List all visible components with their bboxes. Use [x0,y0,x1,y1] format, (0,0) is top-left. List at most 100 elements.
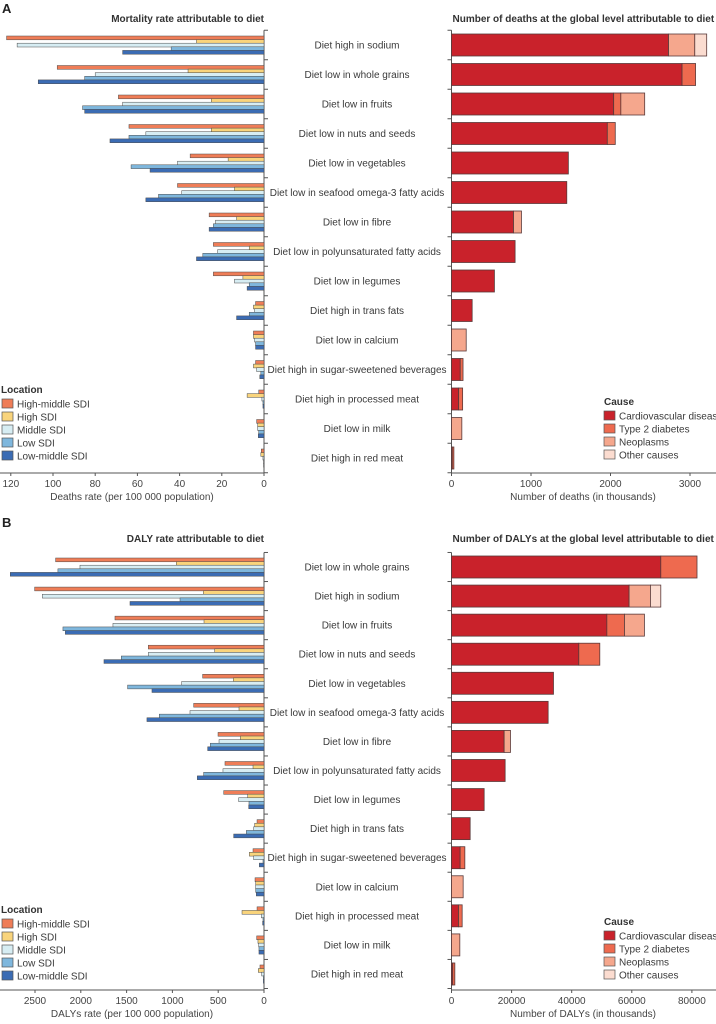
legend-label: Other causes [619,971,678,982]
bar-middle-sdi [253,855,265,860]
bar-high-sdi [240,735,265,741]
category-label: Diet high in sodium [314,592,399,603]
bar-neoplasms [620,92,646,116]
bar-high-sdi [211,127,265,133]
left-x-tick-label: 0 [261,996,267,1007]
bar-cardiovascular-diseases [451,788,485,811]
category-label: Diet high in trans fats [310,824,404,835]
bar-low-sdi [159,713,265,719]
legend-swatch [1,957,14,968]
bar-type-2-diabetes [681,63,696,86]
bar-low-sdi [170,46,265,51]
bar-neoplasms [624,613,645,637]
bar-middle-sdi [254,337,265,343]
bar-low-sdi [179,597,265,602]
bar-high-sdi [196,39,265,44]
bar-low-sdi [260,371,265,376]
bar-type-2-diabetes [459,846,466,870]
bar-low-sdi [248,282,265,287]
bar-high-sdi [238,706,265,712]
bar-high-sdi [254,822,265,828]
bar-low-middle-sdi [37,79,265,84]
bar-low-sdi [121,655,265,661]
bar-middle-sdi [148,652,265,657]
bar-cardiovascular-diseases [451,700,549,724]
legend-swatch [1,931,14,942]
left-x-tick-label: 0 [261,479,267,490]
bar-low-middle-sdi [258,433,265,438]
right-x-tick-label: 0 [449,996,455,1007]
left-x-axis-title: Deaths rate (per 100 000 population) [50,492,213,503]
bar-high-sdi [260,452,265,457]
bar-low-sdi [262,859,265,864]
bar-high-sdi [236,216,265,221]
bar-cardiovascular-diseases [451,642,580,666]
bar-cardiovascular-diseases [451,63,683,86]
bar-middle-sdi [16,42,265,48]
bar-low-sdi [255,888,265,893]
bar-middle-sdi [218,739,265,744]
category-label: Diet low in seafood omega-3 fatty acids [270,708,445,719]
bar-low-middle-sdi [207,746,265,751]
bar-high-middle-sdi [255,360,265,365]
bar-high-middle-sdi [6,35,265,41]
legend-label: Other causes [619,451,678,462]
bar-low-sdi [130,164,265,169]
left-x-axis-title: DALYs rate (per 100 000 population) [51,1009,213,1020]
category-label: Diet low in polyunsaturated fatty acids [273,247,441,258]
bar-neoplasms [513,210,522,234]
bar-low-middle-sdi [248,804,265,810]
legend-label: Type 2 diabetes [619,425,690,436]
bar-cardiovascular-diseases [451,846,461,870]
bar-low-middle-sdi [259,374,265,379]
legend-swatch [1,970,14,981]
bar-cardiovascular-diseases [451,181,568,204]
bar-type-2-diabetes [458,904,463,928]
bar-high-middle-sdi [114,615,265,621]
legend-swatch [1,437,14,448]
bar-middle-sdi [254,308,265,313]
bar-high-sdi [242,275,265,280]
bar-low-middle-sdi [149,168,265,173]
bar-high-sdi [214,648,265,653]
right-x-tick-label: 40000 [558,996,586,1007]
bar-low-sdi [82,105,265,110]
legend-label: Low SDI [17,439,55,450]
legend-swatch [1,411,14,422]
bar-high-middle-sdi [258,389,265,395]
left-x-tick-label: 80 [90,479,102,490]
bar-high-sdi [176,561,265,566]
left-x-tick-label: 1000 [161,996,184,1007]
bar-middle-sdi [181,190,265,195]
legend-swatch [1,398,14,409]
bar-low-middle-sdi [151,688,265,693]
bar-other-causes [694,33,708,57]
legend-swatch [603,410,616,421]
bar-high-sdi [249,852,265,857]
bar-cardiovascular-diseases [451,584,630,608]
bar-high-middle-sdi [213,242,265,247]
bar-neoplasms [451,875,464,899]
location-legend-title: Location [1,905,43,916]
bar-low-middle-sdi [197,775,265,780]
bar-cardiovascular-diseases [451,151,569,175]
category-label: Diet low in fibre [323,218,392,229]
category-label: Diet high in processed meat [295,395,419,406]
legend-label: High SDI [17,933,57,944]
category-label: Diet high in red meat [311,454,403,465]
category-label: Diet low in vegetables [308,159,405,170]
bar-middle-sdi [177,160,265,166]
bar-cardiovascular-diseases [451,269,495,293]
bar-type-2-diabetes [578,642,601,666]
category-label: Diet high in sugar-sweetened beverages [268,365,447,376]
right-chart-title: Number of deaths at the global level att… [453,14,715,25]
bar-cardiovascular-diseases [451,730,505,753]
bar-low-sdi [262,400,265,405]
bar-cardiovascular-diseases [451,92,615,116]
bar-low-middle-sdi [145,197,265,202]
bar-middle-sdi [181,681,265,686]
bar-low-middle-sdi [256,891,265,897]
bar-high-sdi [234,186,265,192]
bar-cardiovascular-diseases [451,240,516,263]
bar-high-middle-sdi [177,183,265,188]
